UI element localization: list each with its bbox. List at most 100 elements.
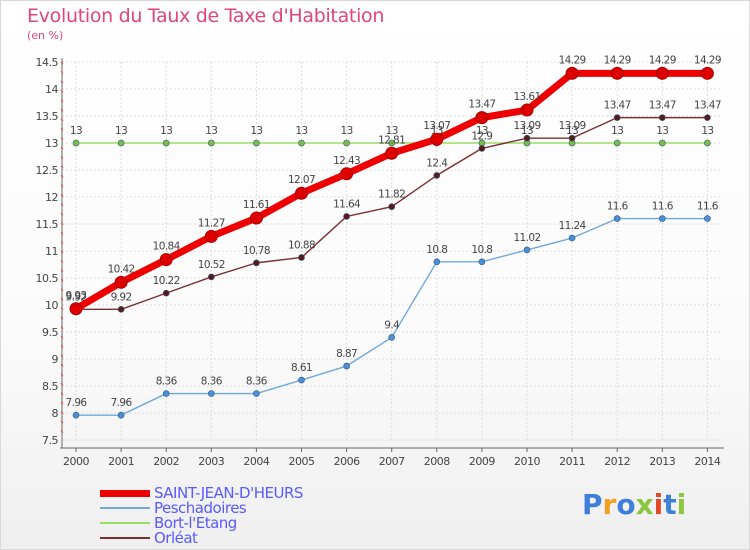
logo-letter: i bbox=[676, 488, 687, 521]
y-tick-label: 11.5 bbox=[36, 218, 59, 231]
data-label: 11.61 bbox=[243, 199, 270, 211]
data-label: 13.47 bbox=[694, 100, 721, 112]
data-label: 11.82 bbox=[378, 189, 405, 201]
data-point bbox=[114, 275, 128, 289]
data-point bbox=[565, 66, 579, 80]
data-point bbox=[208, 139, 215, 147]
legend-label: Peschadoires bbox=[154, 499, 247, 517]
y-axis-dash bbox=[60, 108, 64, 112]
data-label: 10.8 bbox=[471, 244, 492, 256]
y-axis-dash bbox=[60, 278, 64, 282]
data-point bbox=[298, 139, 305, 147]
data-point bbox=[249, 211, 263, 225]
data-point bbox=[520, 103, 534, 117]
data-label: 7.96 bbox=[66, 397, 88, 409]
data-point bbox=[253, 390, 260, 397]
data-label: 13.61 bbox=[513, 91, 540, 103]
y-axis-dash bbox=[60, 203, 64, 207]
legend-entry: Bort-l'Etang bbox=[100, 514, 237, 532]
data-label: 11.6 bbox=[697, 201, 719, 213]
logo-letter: i bbox=[653, 488, 664, 521]
data-label: 14.29 bbox=[694, 54, 721, 66]
data-label: 14.29 bbox=[559, 54, 586, 66]
y-axis-dash bbox=[60, 71, 64, 74]
data-label: 9.93 bbox=[66, 290, 87, 302]
y-axis-dash bbox=[60, 420, 64, 424]
data-point bbox=[568, 134, 576, 142]
y-axis-dash bbox=[60, 61, 64, 65]
y-axis-dash bbox=[60, 307, 64, 311]
data-point bbox=[610, 66, 624, 80]
data-label: 8.36 bbox=[156, 376, 178, 388]
data-label: 13 bbox=[386, 125, 398, 137]
y-axis-dash bbox=[60, 193, 64, 197]
logo-letter: o bbox=[616, 488, 636, 521]
data-label: 13 bbox=[701, 125, 713, 137]
data-point bbox=[117, 411, 125, 419]
legend-label: Orléat bbox=[154, 529, 198, 547]
data-point bbox=[433, 172, 441, 179]
data-point bbox=[704, 215, 711, 222]
data-point bbox=[430, 132, 444, 146]
x-tick-label: 2013 bbox=[649, 455, 675, 468]
data-point bbox=[72, 411, 80, 419]
legend-swatch bbox=[100, 537, 150, 539]
data-point bbox=[117, 139, 125, 147]
data-label: 8.87 bbox=[336, 348, 357, 360]
y-axis-dash bbox=[60, 364, 64, 367]
y-axis-dash bbox=[60, 297, 64, 301]
data-point bbox=[658, 215, 666, 222]
y-tick-label: 11 bbox=[45, 245, 58, 258]
y-tick-label: 8.5 bbox=[42, 380, 58, 393]
y-tick-label: 13.5 bbox=[36, 110, 59, 123]
data-point bbox=[704, 139, 711, 147]
data-label: 9.4 bbox=[384, 319, 400, 331]
y-tick-label: 12.5 bbox=[36, 164, 59, 177]
legend-entry: Peschadoires bbox=[100, 499, 247, 517]
data-label: 12.4 bbox=[426, 157, 448, 169]
data-point bbox=[340, 167, 354, 181]
data-label: 11.64 bbox=[333, 198, 361, 210]
data-label: 14.29 bbox=[604, 54, 631, 66]
data-label: 13 bbox=[250, 125, 262, 137]
y-axis-dash bbox=[60, 326, 64, 329]
y-axis-dash bbox=[60, 401, 64, 405]
x-tick-label: 2009 bbox=[469, 455, 495, 468]
data-label: 11.6 bbox=[652, 201, 674, 213]
y-tick-label: 10 bbox=[45, 299, 58, 312]
y-axis-dash bbox=[60, 392, 64, 396]
data-label: 13.09 bbox=[559, 120, 586, 132]
data-point bbox=[613, 139, 621, 147]
y-axis-dash bbox=[60, 269, 64, 273]
data-point bbox=[655, 66, 669, 80]
x-tick-label: 2003 bbox=[198, 455, 224, 468]
data-label: 13 bbox=[341, 125, 353, 137]
data-point bbox=[433, 258, 441, 266]
data-point bbox=[72, 139, 80, 147]
data-point bbox=[385, 146, 399, 160]
data-label: 13 bbox=[160, 125, 172, 137]
y-axis-dash bbox=[60, 430, 64, 433]
x-tick-label: 2010 bbox=[514, 455, 540, 468]
x-tick-label: 2005 bbox=[289, 455, 315, 468]
y-axis-dash bbox=[60, 80, 64, 84]
data-label: 13 bbox=[205, 125, 217, 137]
data-point bbox=[658, 114, 666, 121]
y-axis-dash bbox=[60, 118, 64, 122]
data-label: 12.43 bbox=[333, 155, 360, 167]
y-axis-dash bbox=[60, 175, 64, 178]
data-label: 12.07 bbox=[288, 174, 315, 186]
data-point bbox=[208, 273, 215, 281]
data-label: 7.96 bbox=[111, 397, 133, 409]
x-tick-label: 2014 bbox=[694, 455, 720, 468]
x-tick-label: 2006 bbox=[334, 455, 360, 468]
y-tick-label: 7.5 bbox=[42, 434, 58, 447]
data-point bbox=[343, 139, 350, 147]
data-point bbox=[388, 139, 396, 147]
proxiti-logo: Proxiti bbox=[582, 488, 686, 521]
x-tick-label: 2008 bbox=[424, 455, 450, 468]
data-point bbox=[117, 306, 125, 313]
data-point bbox=[475, 111, 489, 125]
data-label: 13 bbox=[70, 125, 82, 137]
